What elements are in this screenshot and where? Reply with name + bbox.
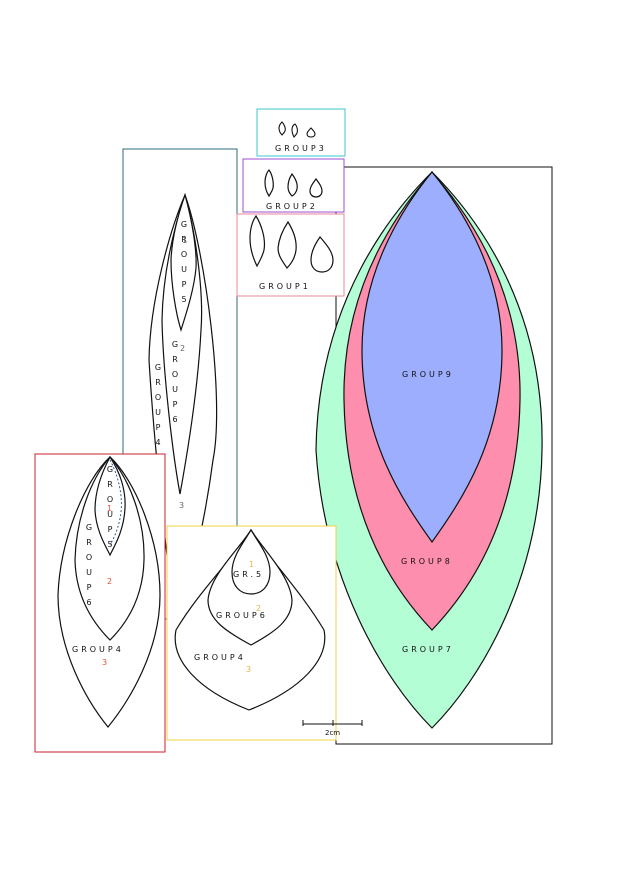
group3-petal-2 xyxy=(291,123,298,138)
vertical-label-char: R xyxy=(181,235,187,244)
red-label-group4: GROUP4 xyxy=(72,645,124,654)
vertical-label-char: 6 xyxy=(172,415,177,424)
tall-vlabel-group6: G R O U P 6 xyxy=(172,340,178,424)
vertical-label-char: P xyxy=(173,400,178,409)
label-group1: GROUP1 xyxy=(259,282,311,291)
red-petal-group5 xyxy=(94,455,126,557)
vertical-label-char: P xyxy=(182,280,187,289)
petal-group9 xyxy=(361,171,503,544)
group3-petal-3 xyxy=(306,127,316,138)
vertical-label-char: O xyxy=(172,370,178,379)
group3-box: GROUP3 xyxy=(256,108,346,157)
tall-num-2: 2 xyxy=(180,344,185,353)
tall-petal-group5 xyxy=(170,193,197,333)
scale-bar-label: 2cm xyxy=(325,729,340,737)
vertical-label-char: P xyxy=(108,525,113,534)
vertical-label-char: G xyxy=(86,523,92,532)
yellow-panel: GR.5 GROUP6 GROUP4 1 2 3 xyxy=(166,525,337,741)
vertical-label-char: 4 xyxy=(155,438,160,447)
vertical-label-char: 5 xyxy=(181,295,186,304)
tall-num-1: 1 xyxy=(182,236,187,245)
group1-box: GROUP1 xyxy=(236,213,345,297)
vertical-label-char: O xyxy=(107,495,113,504)
vertical-label-char: G xyxy=(172,340,178,349)
group2-petal-3 xyxy=(309,177,323,198)
vertical-label-char: R xyxy=(86,538,92,547)
yellow-label-group4: GROUP4 xyxy=(194,653,246,662)
red-panel: G R O U P 5 G R O U P 6 GROUP4 1 2 3 xyxy=(34,453,166,753)
vertical-label-char: R xyxy=(172,355,178,364)
vertical-label-char: U xyxy=(155,408,161,417)
vertical-label-char: U xyxy=(172,385,178,394)
tall-panel: G R O U P 5 G R O U P 6 G R O U P 4 1 2 … xyxy=(122,148,238,620)
vertical-label-char: 5 xyxy=(107,540,112,549)
group2-petal-2 xyxy=(287,172,298,197)
group2-box: GROUP2 xyxy=(242,158,345,213)
red-inner-dashed xyxy=(109,459,122,546)
group1-petal-1 xyxy=(249,214,266,268)
red-num-2: 2 xyxy=(107,577,112,586)
yellow-num-2: 2 xyxy=(256,604,261,613)
vertical-label-char: O xyxy=(86,553,92,562)
vertical-label-char: U xyxy=(107,510,113,519)
red-vlabel-group6: G R O U P 6 xyxy=(86,523,92,607)
red-num-3: 3 xyxy=(102,658,107,667)
yellow-petal-group5 xyxy=(231,528,271,595)
label-group3: GROUP3 xyxy=(275,144,327,153)
red-vlabel-group5: G R O U P 5 xyxy=(107,465,113,549)
tall-vlabel-group5: G R O U P 5 xyxy=(181,220,187,304)
group2-petal-1 xyxy=(264,169,274,198)
tall-vlabel-group4: G R O U P 4 xyxy=(155,363,161,447)
yellow-num-1: 1 xyxy=(249,560,254,569)
group3-border xyxy=(256,108,346,157)
group1-petal-3 xyxy=(310,236,334,273)
vertical-label-char: P xyxy=(87,583,92,592)
vertical-label-char: U xyxy=(181,265,187,274)
vertical-label-char: U xyxy=(86,568,92,577)
vertical-label-char: O xyxy=(155,393,161,402)
label-group8: GROUP8 xyxy=(401,557,453,566)
tall-num-3: 3 xyxy=(179,501,184,510)
scale-bar: 2cm xyxy=(302,720,363,737)
vertical-label-char: P xyxy=(156,423,161,432)
red-num-1: 1 xyxy=(107,504,112,513)
large-panel: GROUP9 GROUP8 GROUP7 xyxy=(315,166,553,745)
group3-petal-1 xyxy=(278,121,286,136)
yellow-num-3: 3 xyxy=(246,665,251,674)
vertical-label-char: G xyxy=(107,465,113,474)
vertical-label-char: R xyxy=(155,378,161,387)
label-group7: GROUP7 xyxy=(402,645,454,654)
vertical-label-char: G xyxy=(155,363,161,372)
vertical-label-char: R xyxy=(107,480,113,489)
yellow-label-group6: GROUP6 xyxy=(216,611,268,620)
label-group2: GROUP2 xyxy=(266,202,318,211)
vertical-label-char: 6 xyxy=(86,598,91,607)
label-group9: GROUP9 xyxy=(402,370,454,379)
vertical-label-char: O xyxy=(181,250,187,259)
group1-petal-2 xyxy=(277,220,297,269)
yellow-label-group5: GR.5 xyxy=(233,570,264,579)
vertical-label-char: G xyxy=(181,220,187,229)
